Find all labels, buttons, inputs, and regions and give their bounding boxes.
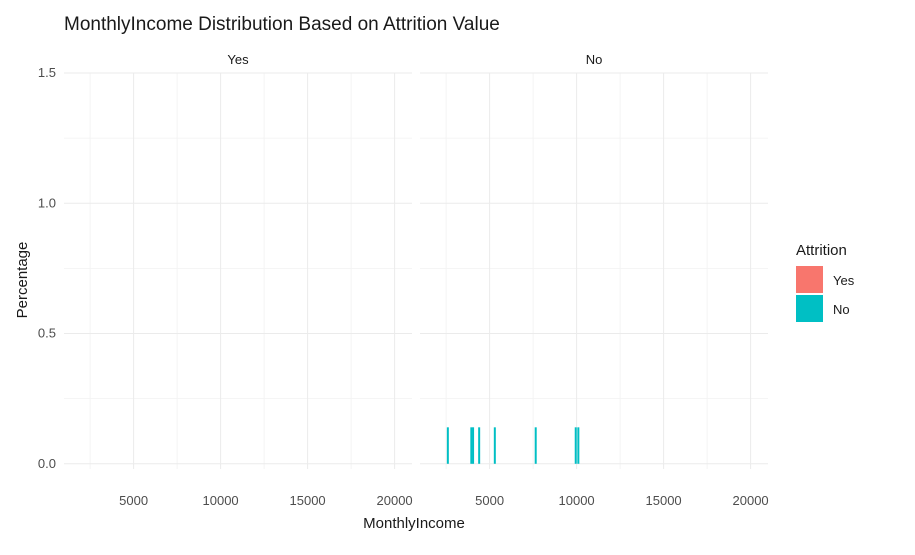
facet-panel-no: No 5000 10000 15000 20000	[420, 52, 769, 508]
bar	[574, 427, 577, 464]
x-tick-label: 5000	[119, 493, 148, 508]
y-tick-label: 1.0	[38, 195, 56, 210]
y-axis-title: Percentage	[14, 242, 31, 319]
facet-strip-label: No	[586, 52, 603, 67]
legend-label: Yes	[833, 273, 855, 288]
bar	[472, 427, 475, 464]
x-tick-label: 5000	[475, 493, 504, 508]
legend-key-yes	[796, 266, 823, 293]
facet-panel-yes: Yes 5000 10000 15000 20000	[64, 52, 413, 508]
bar	[470, 427, 473, 464]
bar	[446, 427, 449, 464]
bar	[478, 427, 481, 464]
x-tick-label: 15000	[290, 493, 326, 508]
legend-key-no	[796, 295, 823, 322]
x-tick-label: 10000	[203, 493, 239, 508]
chart-title: MonthlyIncome Distribution Based on Attr…	[64, 14, 500, 35]
x-tick-label: 15000	[646, 493, 682, 508]
facet-panels: Yes 5000 10000 15000 20000 No 5000 10000 15000 20…	[64, 52, 769, 508]
legend: Attrition Yes No	[796, 242, 855, 322]
y-tick-label: 0.5	[38, 326, 56, 341]
legend-title: Attrition	[796, 242, 847, 259]
x-tick-label: 20000	[733, 493, 769, 508]
y-tick-label: 0.0	[38, 456, 56, 471]
facet-strip-label: Yes	[227, 52, 249, 67]
bar	[577, 427, 580, 464]
legend-label: No	[833, 302, 850, 317]
y-tick-label: 1.5	[38, 65, 56, 80]
x-axis-title: MonthlyIncome	[363, 515, 465, 532]
x-tick-label: 20000	[377, 493, 413, 508]
x-tick-label: 10000	[559, 493, 595, 508]
bar	[534, 427, 537, 464]
bar	[493, 427, 496, 464]
y-axis: 0.0 0.5 1.0 1.5	[38, 65, 56, 471]
